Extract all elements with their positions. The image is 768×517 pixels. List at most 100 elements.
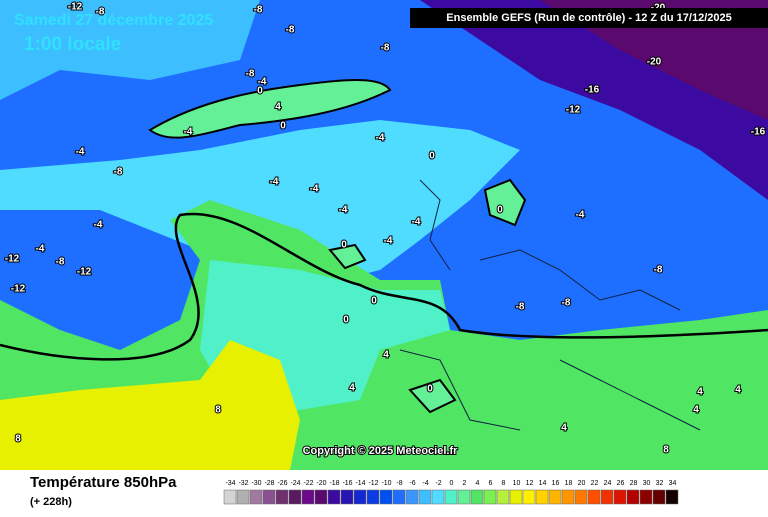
scale-tick-label: 24 [604,480,612,487]
scale-box [652,489,666,505]
scale-box [418,489,432,505]
scale-tick-label: 8 [502,480,506,487]
scale-box [665,489,679,505]
run-box [410,8,768,28]
scale-tick-label: -34 [225,480,235,487]
contour-label: -8 [381,43,390,54]
scale-tick-label: 30 [643,480,651,487]
scale-tick-label: -26 [277,480,287,487]
scale-tick-label: 26 [617,480,625,487]
scale-box [548,489,562,505]
scale-box [509,489,523,505]
contour-label: -4 [258,77,267,88]
scale-tick-label: 22 [591,480,599,487]
contour-label: 4 [697,387,703,398]
scale-box [496,489,510,505]
scale-box [340,489,354,505]
scale-tick-label: 28 [630,480,638,487]
contour-label: 4 [349,383,355,394]
contour-labels: -8-8-12-8-8-8-404-40-40-4-8-4-4-4-40 -4-4… [4,1,767,457]
scale-tick-label: 20 [578,480,586,487]
contour-label: 4 [561,423,567,434]
scale-tick-label: -8 [396,480,402,487]
scale-box [379,489,393,505]
scale-tick-label: -20 [316,480,326,487]
contour-label: 0 [497,205,503,216]
contour-label: -20 [647,57,662,68]
contour-label: -4 [76,147,85,158]
color-scale: -34 -32 -30 -28 -26 -24 -22 -20 -18 -16 -14 -12 -10-… [223,480,679,505]
contour-label: 4 [275,102,281,113]
scale-box [288,489,302,505]
scale-box [574,489,588,505]
zero-contour [148,79,527,414]
contour-label: 0 [280,121,286,132]
contour-label: 8 [663,445,669,456]
scale-tick-label: 32 [656,480,664,487]
scale-tick-label: -32 [238,480,248,487]
scale-box [483,489,497,505]
lead-time: (+ 228h) [30,496,72,508]
copyright: Copyright © 2025 Meteociel.fr [303,445,459,457]
contour-label: -12 [68,2,83,13]
scale-box [600,489,614,505]
scale-box [223,489,237,505]
scale-tick-label: -30 [251,480,261,487]
scale-tick-label: -6 [409,480,415,487]
scale-tick-label: -10 [381,480,391,487]
contour-label: -16 [585,85,600,96]
scale-box [444,489,458,505]
time: 1:00 locale [24,34,121,55]
scale-box [626,489,640,505]
contour-label: -8 [56,257,65,268]
contour-label: -16 [751,127,766,138]
contour-label: -4 [339,205,348,216]
contour-label: -8 [516,302,525,313]
scale-box [405,489,419,505]
scale-tick-label: -14 [355,480,365,487]
scale-box [561,489,575,505]
contour-label: 0 [371,296,377,307]
scale-tick-label: -28 [264,480,274,487]
scale-tick-label: -22 [303,480,313,487]
contour-label: 0 [429,151,435,162]
contour-label: -4 [384,236,393,247]
contour-label: 0 [257,86,263,97]
scale-tick-label: -4 [422,480,428,487]
contour-label: -8 [286,25,295,36]
contour-label: -4 [94,220,103,231]
coldest-region [540,0,768,120]
contour-label: -4 [36,244,45,255]
scale-box [535,489,549,505]
contour-label: 4 [383,350,389,361]
scale-box [431,489,445,505]
contour-label: -12 [11,284,26,295]
scale-tick-label: 12 [526,480,534,487]
contour-label: -8 [96,7,105,18]
contour-label: 8 [15,434,21,445]
scale-box [366,489,380,505]
scale-tick-label: 2 [463,480,467,487]
scale-tick-label: -16 [342,480,352,487]
contour-label: -12 [77,267,92,278]
hot-region [0,340,300,470]
zero-contour-line [0,212,768,361]
mild-ocean [0,120,520,290]
contour-label: -4 [412,217,421,228]
contour-label: -12 [566,105,581,116]
scale-tick-label: -2 [435,480,441,487]
scale-box [613,489,627,505]
scale-tick-label: 4 [476,480,480,487]
contour-label: -4 [184,127,193,138]
scale-tick-label: 6 [489,480,493,487]
scale-box [314,489,328,505]
variable-title: Température 850hPa [30,474,177,491]
scale-box [457,489,471,505]
scale-box [327,489,341,505]
contour-label: -8 [254,5,263,16]
scale-box [392,489,406,505]
scale-tick-label: 18 [565,480,573,487]
coastline [399,179,701,431]
scale-box [301,489,315,505]
